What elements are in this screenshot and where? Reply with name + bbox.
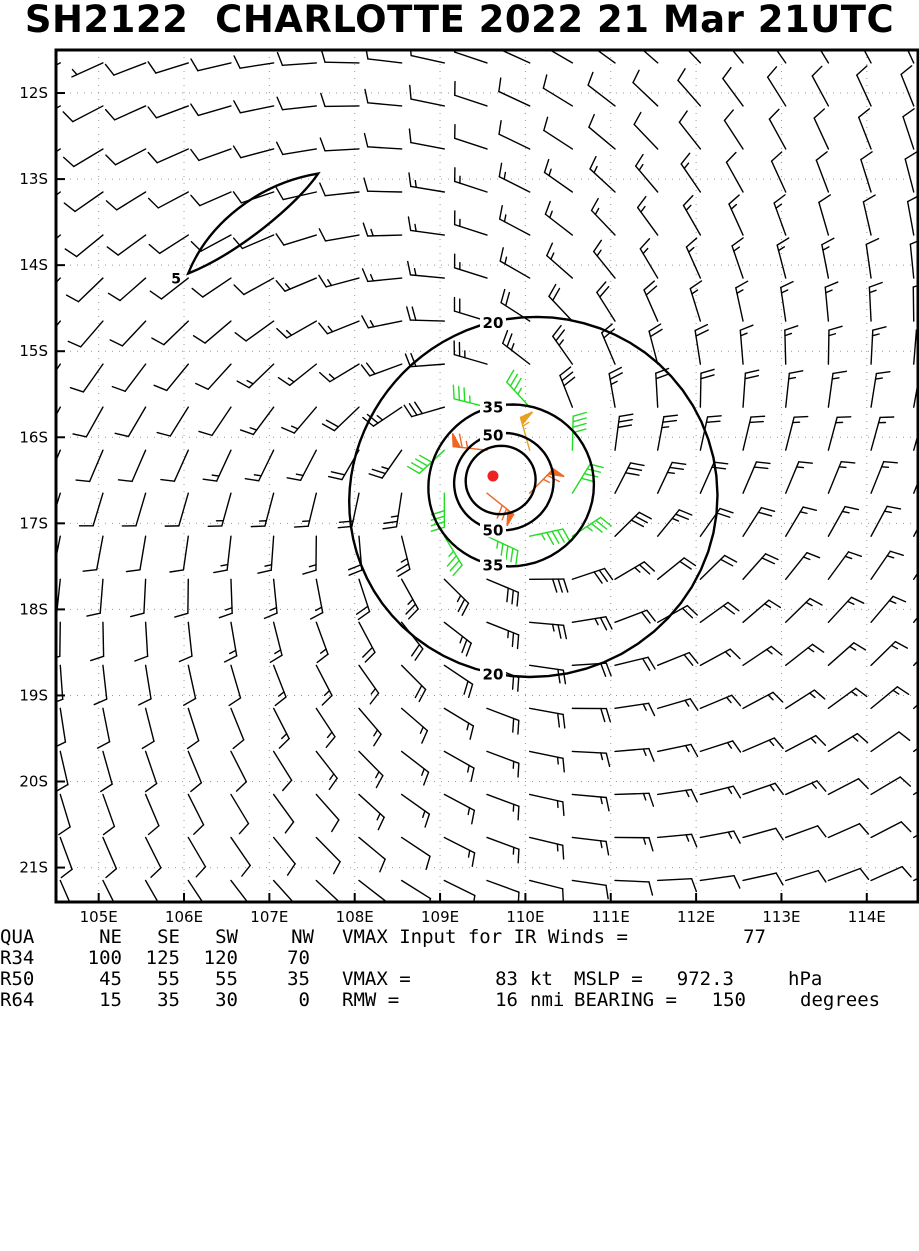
- r50-nw: 35: [258, 969, 310, 989]
- contour-label: 5: [171, 272, 181, 288]
- x-tick-label: 106E: [165, 908, 203, 926]
- x-tick-label: 113E: [762, 908, 800, 926]
- r34-sw: 120: [186, 948, 238, 968]
- y-tick-label: 19S: [19, 686, 48, 704]
- wind-barb: [21, 149, 60, 168]
- bearing-unit: degrees: [800, 990, 880, 1010]
- x-tick-label: 110E: [506, 908, 544, 926]
- wind-map: 5 20 20 35 35 50 50 105E 106E 107E 108E 109E 110E 11…: [0, 0, 919, 927]
- r64-ne: 15: [70, 990, 122, 1010]
- y-tick-label: 12S: [19, 84, 48, 102]
- y-tick-label: 13S: [19, 170, 48, 188]
- mslp-value: 972.3: [650, 969, 734, 989]
- r50-row: R50 45 55 55 35 VMAX = 83 kt MSLP = 972.…: [0, 969, 46, 990]
- mslp-unit: hPa: [788, 969, 822, 989]
- y-tick-label: 17S: [19, 514, 48, 532]
- rmw-label: RMW =: [342, 990, 399, 1010]
- r50-se: 55: [128, 969, 180, 989]
- contour-label: 35: [483, 399, 504, 417]
- nw-header: NW: [262, 927, 314, 947]
- r64-se: 35: [128, 990, 180, 1010]
- x-tick-label: 114E: [848, 908, 886, 926]
- contour-label: 35: [483, 557, 504, 575]
- vmax-unit: kt: [530, 969, 553, 989]
- y-tick-label: 16S: [19, 428, 48, 446]
- mslp-label: MSLP =: [574, 969, 643, 989]
- x-tick-label: 112E: [677, 908, 715, 926]
- y-tick-label: 14S: [19, 256, 48, 274]
- contour-label: 50: [483, 426, 504, 444]
- ne-header: NE: [70, 927, 122, 947]
- contour-label: 50: [483, 521, 504, 539]
- r34-row: R34 100 125 120 70: [0, 948, 46, 969]
- x-tick-label: 109E: [421, 908, 459, 926]
- r64-label: R64: [0, 990, 34, 1010]
- x-tick-label: 105E: [80, 908, 118, 926]
- storm-center-marker: [487, 471, 498, 482]
- vmax-input-value: 77: [700, 927, 766, 947]
- r34-se: 125: [128, 948, 180, 968]
- sw-header: SW: [186, 927, 238, 947]
- r50-sw: 55: [186, 969, 238, 989]
- qua-label: QUA: [0, 927, 34, 947]
- rmw-unit: nmi: [530, 990, 564, 1010]
- r50-label: R50: [0, 969, 34, 989]
- x-tick-label: 108E: [336, 908, 374, 926]
- r64-nw: 0: [258, 990, 310, 1010]
- y-tick-label: 15S: [19, 342, 48, 360]
- info-header-row: QUA NE SE SW NW VMAX Input for IR Winds …: [0, 927, 46, 948]
- se-header: SE: [128, 927, 180, 947]
- x-tick-label: 107E: [250, 908, 288, 926]
- r50-ne: 45: [70, 969, 122, 989]
- r64-row: R64 15 35 30 0 RMW = 16 nmi BEARING = 15…: [0, 990, 46, 1011]
- r34-ne: 100: [70, 948, 122, 968]
- bearing-label: BEARING =: [574, 990, 677, 1010]
- y-tick-label: 20S: [19, 773, 48, 791]
- rmw-value: 16: [470, 990, 518, 1010]
- r34-label: R34: [0, 948, 34, 968]
- y-tick-label: 21S: [19, 859, 48, 877]
- vmax-input-label: VMAX Input for IR Winds =: [342, 927, 628, 947]
- contour-label: 20: [483, 314, 504, 332]
- r64-sw: 30: [186, 990, 238, 1010]
- storm-info-table: QUA NE SE SW NW VMAX Input for IR Winds …: [0, 927, 919, 1014]
- vmax-value: 83: [470, 969, 518, 989]
- y-tick-label: 18S: [19, 600, 48, 618]
- r34-nw: 70: [258, 948, 310, 968]
- x-tick-label: 111E: [592, 908, 630, 926]
- contour-label: 20: [483, 665, 504, 683]
- bearing-value: 150: [700, 990, 746, 1010]
- vmax-label: VMAX =: [342, 969, 411, 989]
- plot-background: [56, 50, 918, 902]
